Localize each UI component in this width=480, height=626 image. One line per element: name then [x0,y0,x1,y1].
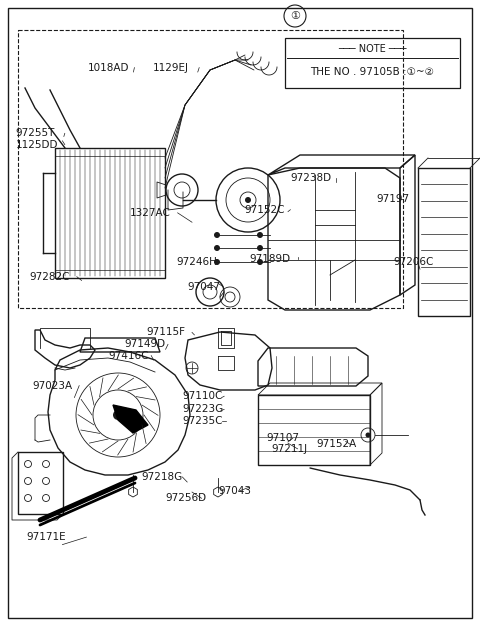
Text: 97416C: 97416C [108,351,148,361]
Text: ①: ① [290,11,300,21]
Text: 97023A: 97023A [33,381,73,391]
Bar [285,38,460,88]
Bar [18,30,403,308]
Circle shape [214,259,220,265]
Text: 97115F: 97115F [146,327,185,337]
Text: 1129EJ: 1129EJ [153,63,189,73]
Circle shape [245,197,251,203]
Bar [418,168,470,316]
Circle shape [214,245,220,251]
Text: 97152C: 97152C [245,205,285,215]
Circle shape [214,232,220,238]
Circle shape [257,259,263,265]
Text: 97107: 97107 [266,433,300,443]
Text: 97238D: 97238D [290,173,331,183]
Text: 97110C: 97110C [182,391,223,401]
Text: 1018AD: 1018AD [88,63,129,73]
Bar [18,452,63,514]
Text: 97256D: 97256D [166,493,207,503]
Text: 97218G: 97218G [142,472,183,482]
Text: 1327AC: 1327AC [130,208,170,218]
Text: 97282C: 97282C [30,272,70,282]
Text: 1125DD: 1125DD [15,140,58,150]
Text: THE NO . 97105B :①~②: THE NO . 97105B :①~② [311,67,434,77]
Bar [55,148,165,278]
Polygon shape [113,405,148,433]
Text: 97223G: 97223G [182,404,224,414]
Text: 97189D: 97189D [250,254,291,264]
Text: 97197: 97197 [377,194,410,204]
Text: 97206C: 97206C [394,257,434,267]
Text: 97152A: 97152A [317,439,357,449]
Text: 97043: 97043 [218,486,252,496]
Circle shape [257,245,263,251]
Text: 97255T: 97255T [15,128,55,138]
Circle shape [113,410,123,420]
Text: 97171E: 97171E [26,532,66,542]
Circle shape [257,232,263,238]
Text: ─── NOTE ───: ─── NOTE ─── [338,44,407,54]
Bar [258,395,370,465]
Circle shape [365,433,371,438]
Text: 97047: 97047 [187,282,220,292]
Text: 97235C: 97235C [182,416,223,426]
Text: 97149D: 97149D [125,339,166,349]
Text: 97211J: 97211J [271,444,307,454]
Text: 97246H: 97246H [177,257,217,267]
